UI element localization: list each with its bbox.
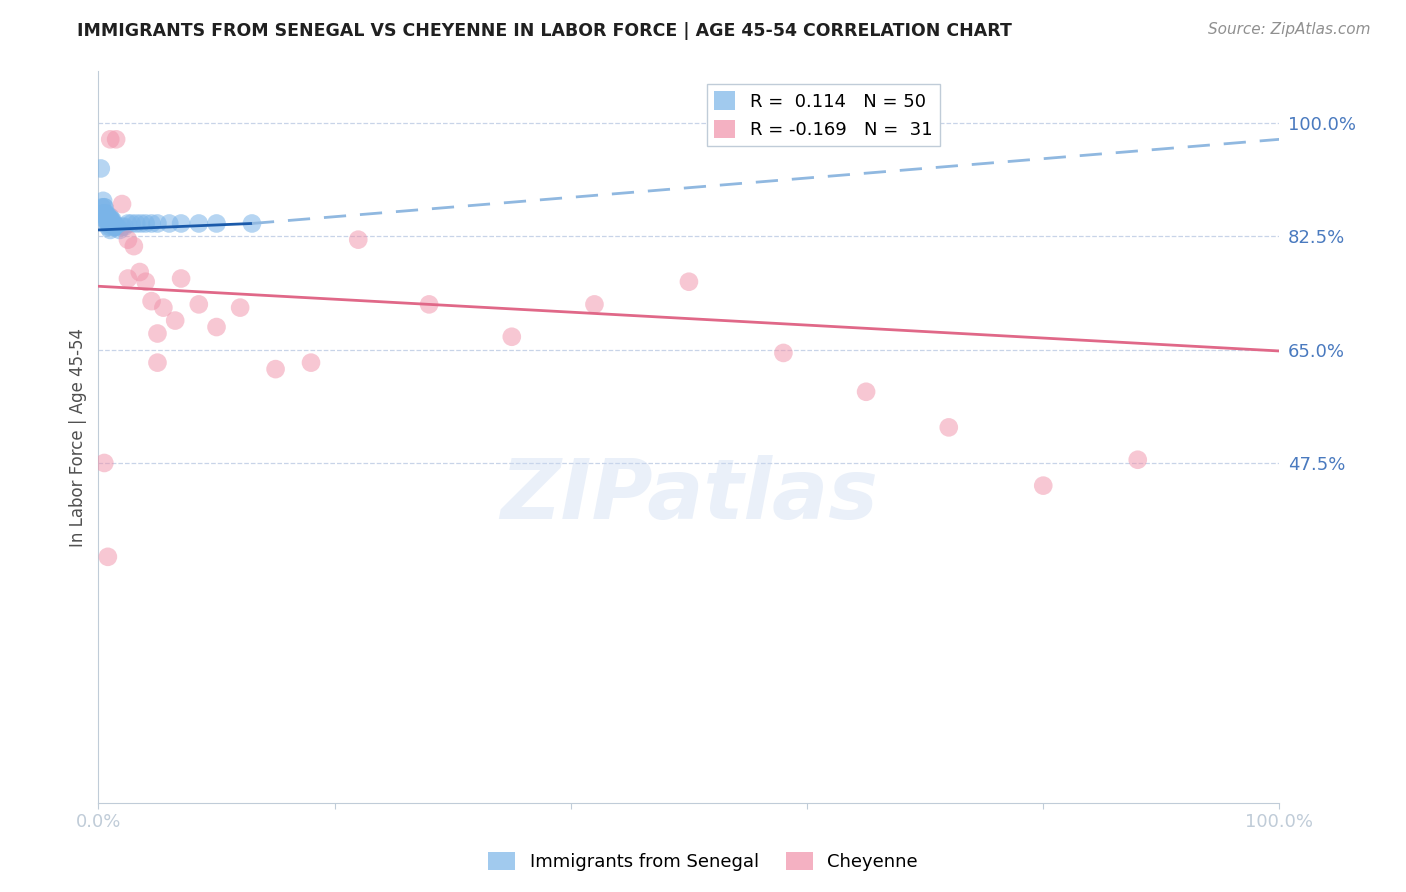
Point — [93, 456, 115, 470]
Point — [98, 223, 121, 237]
Legend: Immigrants from Senegal, Cheyenne: Immigrants from Senegal, Cheyenne — [481, 845, 925, 879]
Point — [501, 330, 523, 344]
Point — [94, 210, 117, 224]
Point — [93, 207, 115, 221]
Point — [98, 210, 121, 224]
Point — [583, 297, 606, 311]
Point — [91, 207, 114, 221]
Point — [141, 294, 163, 309]
Point — [91, 194, 114, 208]
Point — [205, 217, 228, 231]
Point — [96, 213, 118, 227]
Point — [98, 210, 121, 224]
Point — [96, 210, 118, 224]
Point — [93, 200, 115, 214]
Point — [146, 217, 169, 231]
Point — [101, 213, 124, 227]
Point — [240, 217, 263, 231]
Point — [129, 217, 152, 231]
Point — [97, 219, 120, 234]
Point — [98, 213, 121, 227]
Point — [187, 297, 209, 311]
Point — [98, 217, 121, 231]
Point — [96, 207, 118, 221]
Point — [135, 275, 157, 289]
Point — [117, 217, 139, 231]
Point — [91, 200, 114, 214]
Text: ZIPatlas: ZIPatlas — [501, 455, 877, 536]
Point — [141, 217, 163, 231]
Point — [772, 346, 794, 360]
Point — [97, 213, 120, 227]
Point — [205, 320, 228, 334]
Point — [117, 233, 139, 247]
Point — [97, 549, 120, 564]
Point — [121, 217, 143, 231]
Point — [105, 219, 128, 234]
Point — [938, 420, 960, 434]
Point — [105, 219, 128, 234]
Point — [97, 210, 120, 224]
Point — [128, 265, 150, 279]
Point — [146, 326, 169, 341]
Point — [165, 313, 187, 327]
Point — [122, 239, 145, 253]
Point — [105, 132, 128, 146]
Point — [94, 213, 117, 227]
Point — [101, 217, 124, 231]
Text: Source: ZipAtlas.com: Source: ZipAtlas.com — [1208, 22, 1371, 37]
Point — [100, 213, 122, 227]
Y-axis label: In Labor Force | Age 45-54: In Labor Force | Age 45-54 — [69, 327, 87, 547]
Point — [264, 362, 287, 376]
Point — [103, 217, 125, 231]
Point — [187, 217, 209, 231]
Point — [112, 219, 135, 234]
Point — [117, 271, 139, 285]
Point — [100, 217, 122, 231]
Point — [108, 223, 131, 237]
Point — [152, 301, 174, 315]
Point — [125, 217, 148, 231]
Point — [111, 197, 134, 211]
Point — [299, 356, 322, 370]
Point — [103, 219, 125, 234]
Point — [347, 233, 370, 247]
Point — [135, 217, 157, 231]
Point — [229, 301, 252, 315]
Point — [170, 271, 193, 285]
Point — [98, 132, 121, 146]
Point — [98, 217, 121, 231]
Point — [157, 217, 180, 231]
Point — [111, 219, 134, 234]
Point — [170, 217, 193, 231]
Point — [91, 207, 114, 221]
Point — [98, 213, 121, 227]
Point — [678, 275, 700, 289]
Point — [90, 161, 112, 176]
Text: IMMIGRANTS FROM SENEGAL VS CHEYENNE IN LABOR FORCE | AGE 45-54 CORRELATION CHART: IMMIGRANTS FROM SENEGAL VS CHEYENNE IN L… — [77, 22, 1012, 40]
Point — [93, 200, 115, 214]
Point — [855, 384, 877, 399]
Point — [1032, 478, 1054, 492]
Point — [1126, 452, 1149, 467]
Legend: R =  0.114   N = 50, R = -0.169   N =  31: R = 0.114 N = 50, R = -0.169 N = 31 — [707, 84, 939, 146]
Point — [146, 356, 169, 370]
Point — [418, 297, 440, 311]
Point — [97, 217, 120, 231]
Point — [94, 207, 117, 221]
Point — [104, 219, 127, 234]
Point — [98, 219, 121, 234]
